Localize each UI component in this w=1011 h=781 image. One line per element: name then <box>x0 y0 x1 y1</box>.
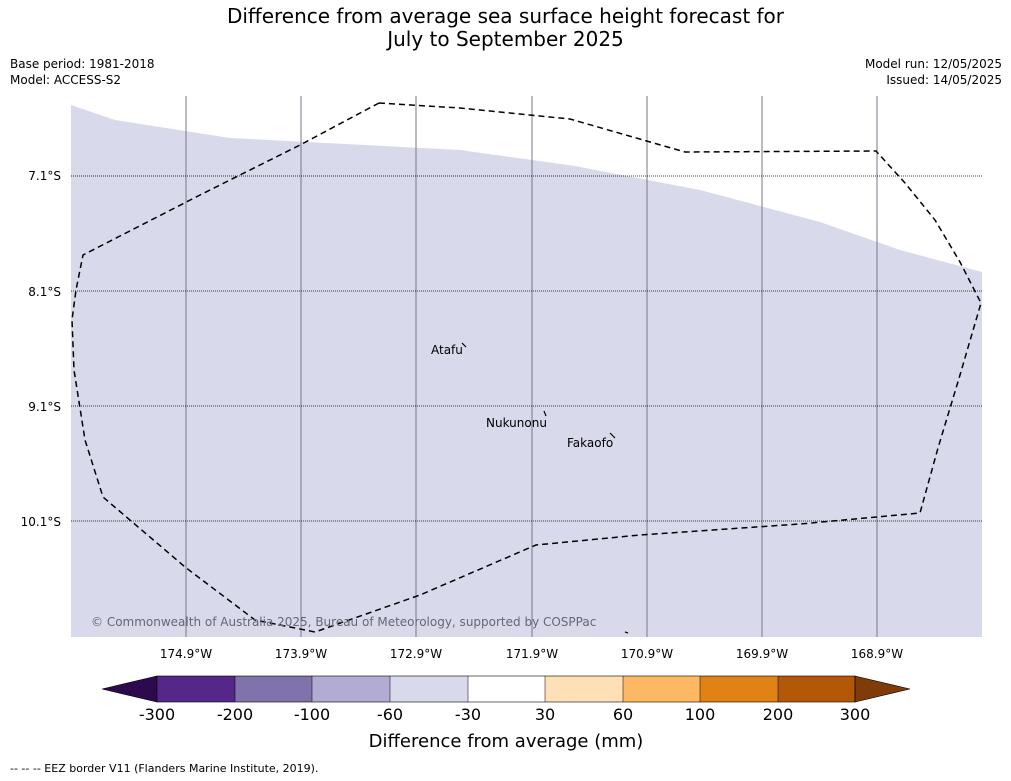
model-run: Model run: 12/05/2025 <box>864 57 1002 71</box>
colorbar: -300 -200 -100 -60 -30 30 60 100 200 300… <box>101 675 911 752</box>
colorbar-segment <box>312 676 390 702</box>
colorbar-tick: -60 <box>377 705 403 724</box>
eez-border <box>71 102 982 633</box>
title-line-1: Difference from average sea surface heig… <box>226 4 785 28</box>
colorbar-segment <box>623 676 700 702</box>
colorbar-segment <box>778 676 855 702</box>
map-title: Difference from average sea surface heig… <box>0 5 1011 51</box>
lon-label: 170.9°W <box>621 647 673 661</box>
meta-right: Model run: 12/05/2025 Issued: 14/05/2025 <box>865 56 1002 88</box>
colorbar-tick: 100 <box>685 705 716 724</box>
lat-label: 9.1°S <box>28 400 61 414</box>
title-line-2: July to September 2025 <box>387 27 624 51</box>
meta-left: Base period: 1981-2018 Model: ACCESS-S2 <box>10 56 155 88</box>
colorbar-segment <box>468 676 545 702</box>
meridian-lines <box>185 96 878 637</box>
lon-label: 173.9°W <box>275 647 327 661</box>
lat-label: 7.1°S <box>28 169 61 183</box>
eez-footnote: -- -- -- EEZ border V11 (Flanders Marine… <box>10 762 319 775</box>
lat-label: 10.1°S <box>21 515 61 529</box>
colorbar-extend-low <box>101 675 158 703</box>
colorbar-outline <box>156 675 856 703</box>
lon-label: 171.9°W <box>506 647 558 661</box>
lon-label: 168.9°W <box>851 647 903 661</box>
colorbar-tick-labels: -300 -200 -100 -60 -30 30 60 100 200 300 <box>139 705 870 724</box>
islands <box>461 342 629 634</box>
fakaofo-island <box>609 432 616 439</box>
lon-label: 174.9°W <box>160 647 212 661</box>
place-label-nukunonu: Nukunonu <box>486 416 547 430</box>
lon-label: 172.9°W <box>390 647 442 661</box>
colorbar-segment <box>700 676 778 702</box>
place-label-fakaofo: Fakaofo <box>567 436 613 450</box>
colorbar-tick: -100 <box>294 705 330 724</box>
map-panel: Atafu Nukunonu Fakaofo © Commonwealth of… <box>71 96 982 637</box>
colorbar-segment <box>390 676 468 702</box>
copyright-text: © Commonwealth of Australia 2025, Bureau… <box>91 615 596 629</box>
lon-label: 169.9°W <box>736 647 788 661</box>
issued-date: Issued: 14/05/2025 <box>886 73 1002 87</box>
atafu-island <box>461 342 467 348</box>
colorbar-tick: 60 <box>613 705 633 724</box>
latitude-labels: 7.1°S 8.1°S 9.1°S 10.1°S <box>21 169 61 529</box>
anomaly-fill <box>71 105 982 637</box>
longitude-labels: 174.9°W 173.9°W 172.9°W 171.9°W 170.9°W … <box>160 647 903 661</box>
colorbar-tick: -300 <box>139 705 175 724</box>
colorbar-segment <box>545 676 623 702</box>
colorbar-dividers <box>234 676 779 702</box>
colorbar-extend-high <box>854 675 911 703</box>
swains-islet <box>624 631 629 634</box>
colorbar-label: Difference from average (mm) <box>369 731 644 752</box>
colorbar-tick: 30 <box>535 705 555 724</box>
base-period: Base period: 1981-2018 <box>10 57 155 71</box>
colorbar-tick: -30 <box>455 705 481 724</box>
model-name: Model: ACCESS-S2 <box>10 73 122 87</box>
colorbar-tick: 200 <box>763 705 794 724</box>
nukunonu-island <box>543 410 547 417</box>
lat-label: 8.1°S <box>28 285 61 299</box>
colorbar-segment <box>157 676 235 702</box>
colorbar-segment <box>235 676 312 702</box>
colorbar-tick: -200 <box>217 705 253 724</box>
place-label-atafu: Atafu <box>431 343 463 357</box>
colorbar-tick: 300 <box>840 705 871 724</box>
